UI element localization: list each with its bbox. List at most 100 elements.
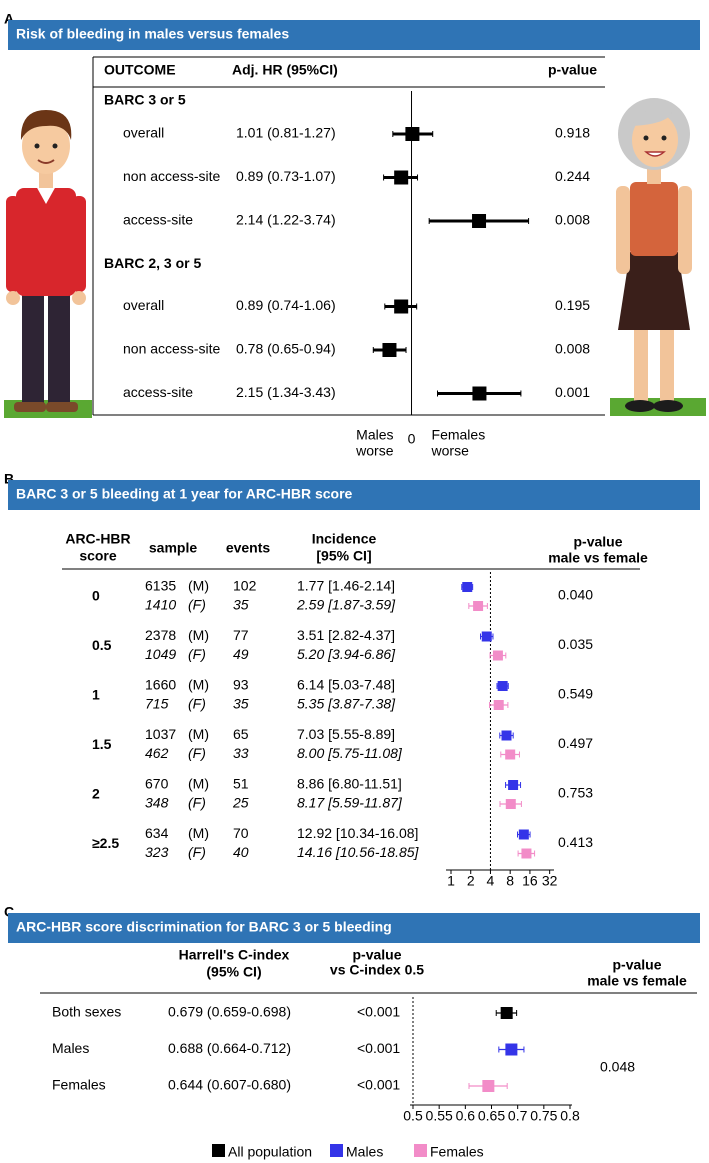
mouth (37, 159, 55, 164)
estimate-label: 7.03 [5.55-8.89] (297, 726, 395, 742)
point-estimate (473, 601, 484, 611)
sex-tag: (F) (188, 745, 206, 761)
panel-label: B (4, 471, 14, 487)
title-bar (8, 20, 700, 50)
x-axis-center-label: 0 (408, 431, 416, 447)
shoe (14, 402, 46, 412)
shoe (625, 400, 655, 412)
score: ≥2.5 (92, 835, 119, 851)
p-value: 0.035 (558, 636, 593, 652)
x-tick-label: 0.6 (456, 1108, 476, 1124)
x-axis-label: worse (355, 443, 394, 459)
row-label: overall (123, 125, 164, 141)
row-label: Females (52, 1077, 106, 1093)
leg (48, 290, 70, 405)
row-label: access-site (123, 212, 193, 228)
head (22, 118, 70, 174)
sex-tag: (M) (188, 627, 209, 643)
events: 40 (233, 844, 249, 860)
point-estimate (508, 780, 519, 790)
score: 1.5 (92, 736, 112, 752)
sex-tag: (F) (188, 597, 206, 613)
x-tick-label: 0.8 (560, 1108, 580, 1124)
estimate-label: 5.20 [3.94-6.86] (297, 646, 396, 662)
p-value: <0.001 (357, 1040, 400, 1056)
sex-tag: (F) (188, 696, 206, 712)
eye (661, 135, 667, 141)
panel-title: BARC 3 or 5 bleeding at 1 year for ARC-H… (16, 486, 353, 502)
sex-tag: (M) (188, 825, 209, 841)
panel-label: C (4, 904, 14, 920)
point-estimate (501, 730, 512, 741)
events: 93 (233, 677, 249, 693)
point-estimate (472, 386, 487, 401)
legend-swatch (330, 1144, 343, 1157)
p-value: 0.048 (600, 1059, 635, 1075)
point-estimate (493, 700, 504, 710)
row-label: access-site (123, 384, 193, 400)
point-estimate (500, 1007, 513, 1019)
eye (643, 135, 649, 141)
panel-title: Risk of bleeding in males versus females (16, 26, 289, 42)
arm (72, 196, 86, 292)
sex-tag: (M) (188, 776, 209, 792)
arm (6, 196, 20, 292)
sex-tag: (M) (188, 677, 209, 693)
x-axis-label: worse (431, 443, 470, 459)
hand (6, 291, 20, 305)
collar (36, 186, 56, 204)
estimate-label: 14.16 [10.56-18.85] (297, 844, 420, 860)
estimate-label: 0.89 (0.73-1.07) (236, 168, 336, 184)
point-estimate (481, 631, 492, 642)
x-tick-label: 1 (447, 873, 455, 889)
sample: 348 (145, 795, 169, 811)
row-label: non access-site (123, 341, 220, 357)
estimate-label: 12.92 [10.34-16.08] (297, 825, 418, 841)
column-header: vs C-index 0.5 (330, 962, 424, 978)
events: 35 (233, 597, 249, 613)
hand (72, 291, 86, 305)
group-label: BARC 3 or 5 (104, 92, 186, 108)
estimate-label: 2.14 (1.22-3.74) (236, 212, 336, 228)
point-estimate (472, 214, 487, 228)
x-tick-label: 0.7 (508, 1108, 528, 1124)
row-label: Both sexes (52, 1004, 121, 1020)
sample: 323 (145, 844, 169, 860)
estimate-label: 0.78 (0.65-0.94) (236, 341, 336, 357)
column-header: Adj. HR (95%CI) (232, 62, 338, 78)
legend-swatch (212, 1144, 225, 1157)
p-value: 0.244 (555, 168, 590, 184)
p-value: 0.413 (558, 834, 593, 850)
column-header: male vs female (548, 550, 648, 566)
x-tick-label: 0.75 (530, 1108, 557, 1124)
estimate-label: 0.688 (0.664-0.712) (168, 1040, 291, 1056)
leg (634, 320, 648, 402)
p-value: 0.549 (558, 686, 593, 702)
events: 49 (233, 646, 249, 662)
score: 2 (92, 786, 100, 802)
score: 0 (92, 588, 100, 604)
estimate-label: 8.00 [5.75-11.08] (297, 745, 403, 761)
p-value: 0.195 (555, 297, 590, 313)
sample: 6135 (145, 578, 176, 594)
group-label: BARC 2, 3 or 5 (104, 255, 201, 271)
x-tick-label: 16 (522, 873, 538, 889)
p-value: 0.753 (558, 785, 593, 801)
sex-tag: (M) (188, 578, 209, 594)
sample: 634 (145, 825, 169, 841)
x-tick-label: 2 (467, 873, 475, 889)
legend-label: Females (430, 1144, 484, 1160)
sweater (16, 188, 76, 296)
fringe (632, 109, 672, 126)
sex-tag: (F) (188, 646, 206, 662)
estimate-label: 0.89 (0.74-1.06) (236, 297, 336, 313)
x-tick-label: 0.5 (403, 1108, 423, 1124)
estimate-label: 2.15 (1.34-3.43) (236, 384, 336, 400)
sample: 1037 (145, 726, 176, 742)
column-header: events (226, 540, 271, 556)
x-tick-label: 8 (506, 873, 514, 889)
point-estimate (394, 170, 409, 185)
column-header: male vs female (587, 973, 687, 989)
